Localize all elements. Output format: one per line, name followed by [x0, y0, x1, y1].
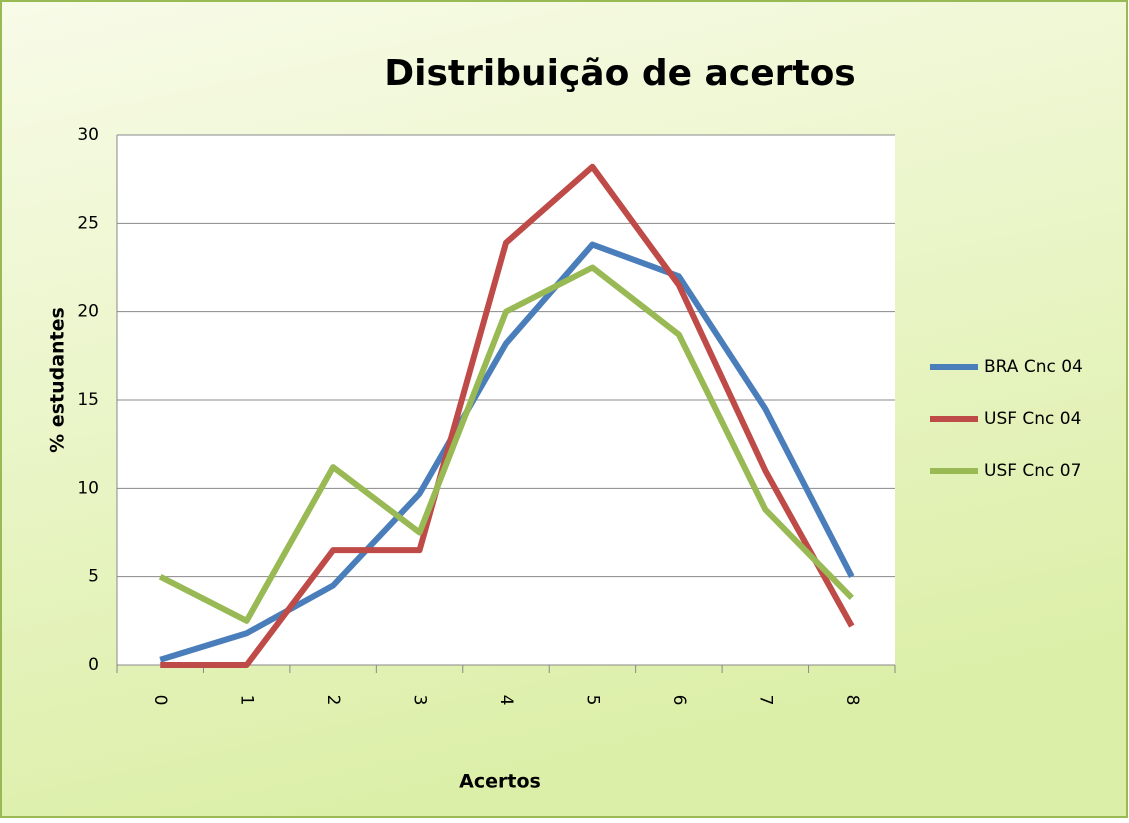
legend-label: BRA Cnc 04: [984, 357, 1083, 377]
y-tick-label: 30: [77, 125, 99, 145]
x-tick-label: 8: [842, 695, 862, 706]
series-line: [160, 163, 855, 668]
y-tick-label: 20: [77, 302, 99, 322]
y-axis-label: % estudantes: [47, 307, 69, 453]
y-tick-label: 25: [77, 213, 99, 233]
series-line: [158, 264, 854, 624]
y-tick-label: 0: [88, 655, 99, 675]
x-tick-label: 4: [496, 695, 516, 706]
x-tick-label: 7: [755, 695, 775, 706]
x-tick-label: 3: [410, 695, 430, 706]
x-tick-label: 6: [669, 695, 689, 706]
x-tick-label: 0: [150, 695, 170, 706]
x-tick-label: 1: [237, 695, 257, 706]
y-tick-label: 15: [77, 390, 99, 410]
x-tick-label: 2: [323, 695, 343, 706]
legend-label: USF Cnc 04: [984, 409, 1081, 429]
x-tick-label: 5: [582, 695, 602, 706]
chart-title: Distribuição de acertos: [384, 53, 855, 94]
legend-label: USF Cnc 07: [984, 461, 1081, 481]
x-axis-label: Acertos: [459, 771, 541, 793]
series-line: [159, 241, 855, 663]
y-tick-label: 5: [88, 567, 99, 587]
y-tick-label: 10: [77, 478, 99, 498]
